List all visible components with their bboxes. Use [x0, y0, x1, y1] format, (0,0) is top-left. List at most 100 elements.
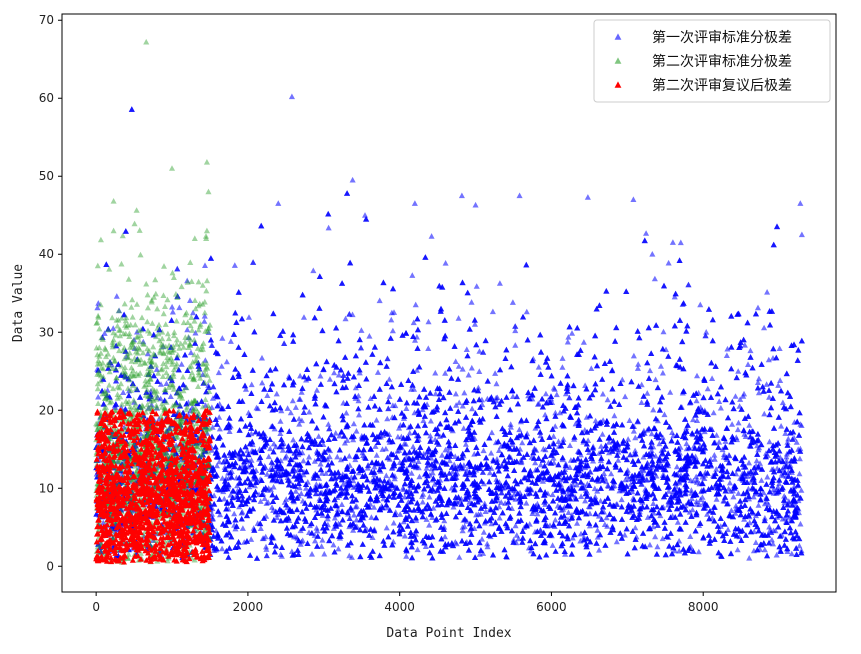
data-point: [299, 537, 306, 543]
data-point: [773, 551, 780, 558]
data-point: [709, 375, 716, 381]
data-point: [693, 498, 700, 504]
data-point: [509, 299, 516, 305]
data-point: [269, 504, 275, 510]
data-point: [208, 404, 215, 410]
data-point: [512, 342, 519, 348]
data-point: [380, 495, 387, 502]
data-point: [257, 525, 264, 531]
data-point: [614, 501, 621, 507]
data-point: [459, 402, 466, 409]
data-point: [600, 470, 607, 476]
data-point: [335, 545, 342, 552]
data-point: [647, 367, 654, 374]
data-point: [452, 539, 459, 545]
data-point: [540, 445, 547, 452]
data-point: [480, 529, 487, 535]
data-point: [315, 433, 322, 439]
data-point: [603, 514, 610, 521]
data-point: [410, 319, 417, 326]
data-point: [582, 382, 589, 388]
data-point: [676, 547, 683, 554]
data-point: [523, 500, 530, 506]
data-point: [604, 396, 611, 403]
data-point: [561, 504, 568, 510]
data-point: [153, 366, 160, 372]
data-point: [690, 416, 697, 423]
data-point: [778, 471, 785, 477]
data-point: [542, 411, 549, 418]
data-point: [248, 536, 255, 542]
data-point: [358, 327, 365, 333]
data-point: [213, 462, 220, 469]
data-point: [652, 452, 659, 459]
data-point: [665, 488, 672, 494]
data-point: [704, 511, 711, 517]
data-point: [334, 506, 341, 513]
data-point: [694, 372, 701, 379]
data-point: [519, 439, 526, 446]
data-point: [770, 486, 777, 493]
data-point: [169, 308, 176, 315]
data-point: [263, 543, 269, 550]
data-point: [389, 327, 396, 334]
data-point: [496, 503, 503, 510]
data-point: [287, 409, 294, 416]
data-point: [667, 389, 674, 395]
data-point: [550, 384, 557, 391]
data-point: [199, 371, 206, 378]
data-point: [112, 404, 119, 410]
data-point: [219, 545, 226, 552]
data-point: [558, 476, 565, 483]
data-point: [741, 342, 748, 348]
data-point: [650, 406, 657, 413]
data-point: [755, 379, 761, 385]
data-point: [622, 393, 629, 400]
data-point: [456, 399, 463, 406]
data-point: [761, 500, 768, 507]
data-point: [94, 304, 101, 311]
data-point: [716, 439, 723, 445]
data-point: [697, 301, 704, 308]
data-point: [711, 452, 718, 458]
data-point: [317, 372, 324, 379]
data-point: [313, 481, 320, 487]
data-point: [552, 409, 559, 416]
data-point: [336, 432, 343, 439]
data-point: [296, 415, 303, 422]
data-point: [592, 417, 599, 424]
data-point: [704, 385, 711, 392]
data-point: [350, 527, 357, 533]
data-point: [298, 389, 305, 395]
data-point: [342, 315, 349, 322]
data-point: [362, 212, 368, 218]
data-point: [777, 377, 784, 383]
data-point: [306, 453, 313, 460]
data-point: [153, 405, 160, 411]
data-point: [409, 272, 416, 278]
data-point: [371, 504, 378, 510]
data-point: [267, 445, 274, 452]
data-point: [761, 410, 768, 417]
data-point: [204, 430, 211, 436]
data-point: [656, 440, 663, 447]
data-point: [402, 441, 409, 447]
data-point: [783, 457, 790, 464]
data-point: [621, 531, 628, 538]
data-point: [476, 551, 483, 557]
data-point: [774, 514, 781, 520]
data-point: [369, 534, 376, 540]
data-point: [632, 434, 639, 441]
data-point: [534, 510, 541, 517]
data-point: [564, 338, 571, 345]
data-point: [480, 550, 487, 556]
data-point: [713, 466, 720, 472]
data-point: [696, 429, 703, 436]
data-point: [493, 380, 500, 387]
data-point: [120, 389, 127, 395]
data-point: [215, 369, 222, 376]
data-point: [741, 390, 748, 397]
data-point: [755, 375, 762, 382]
data-point: [388, 316, 395, 323]
data-point: [217, 511, 224, 518]
